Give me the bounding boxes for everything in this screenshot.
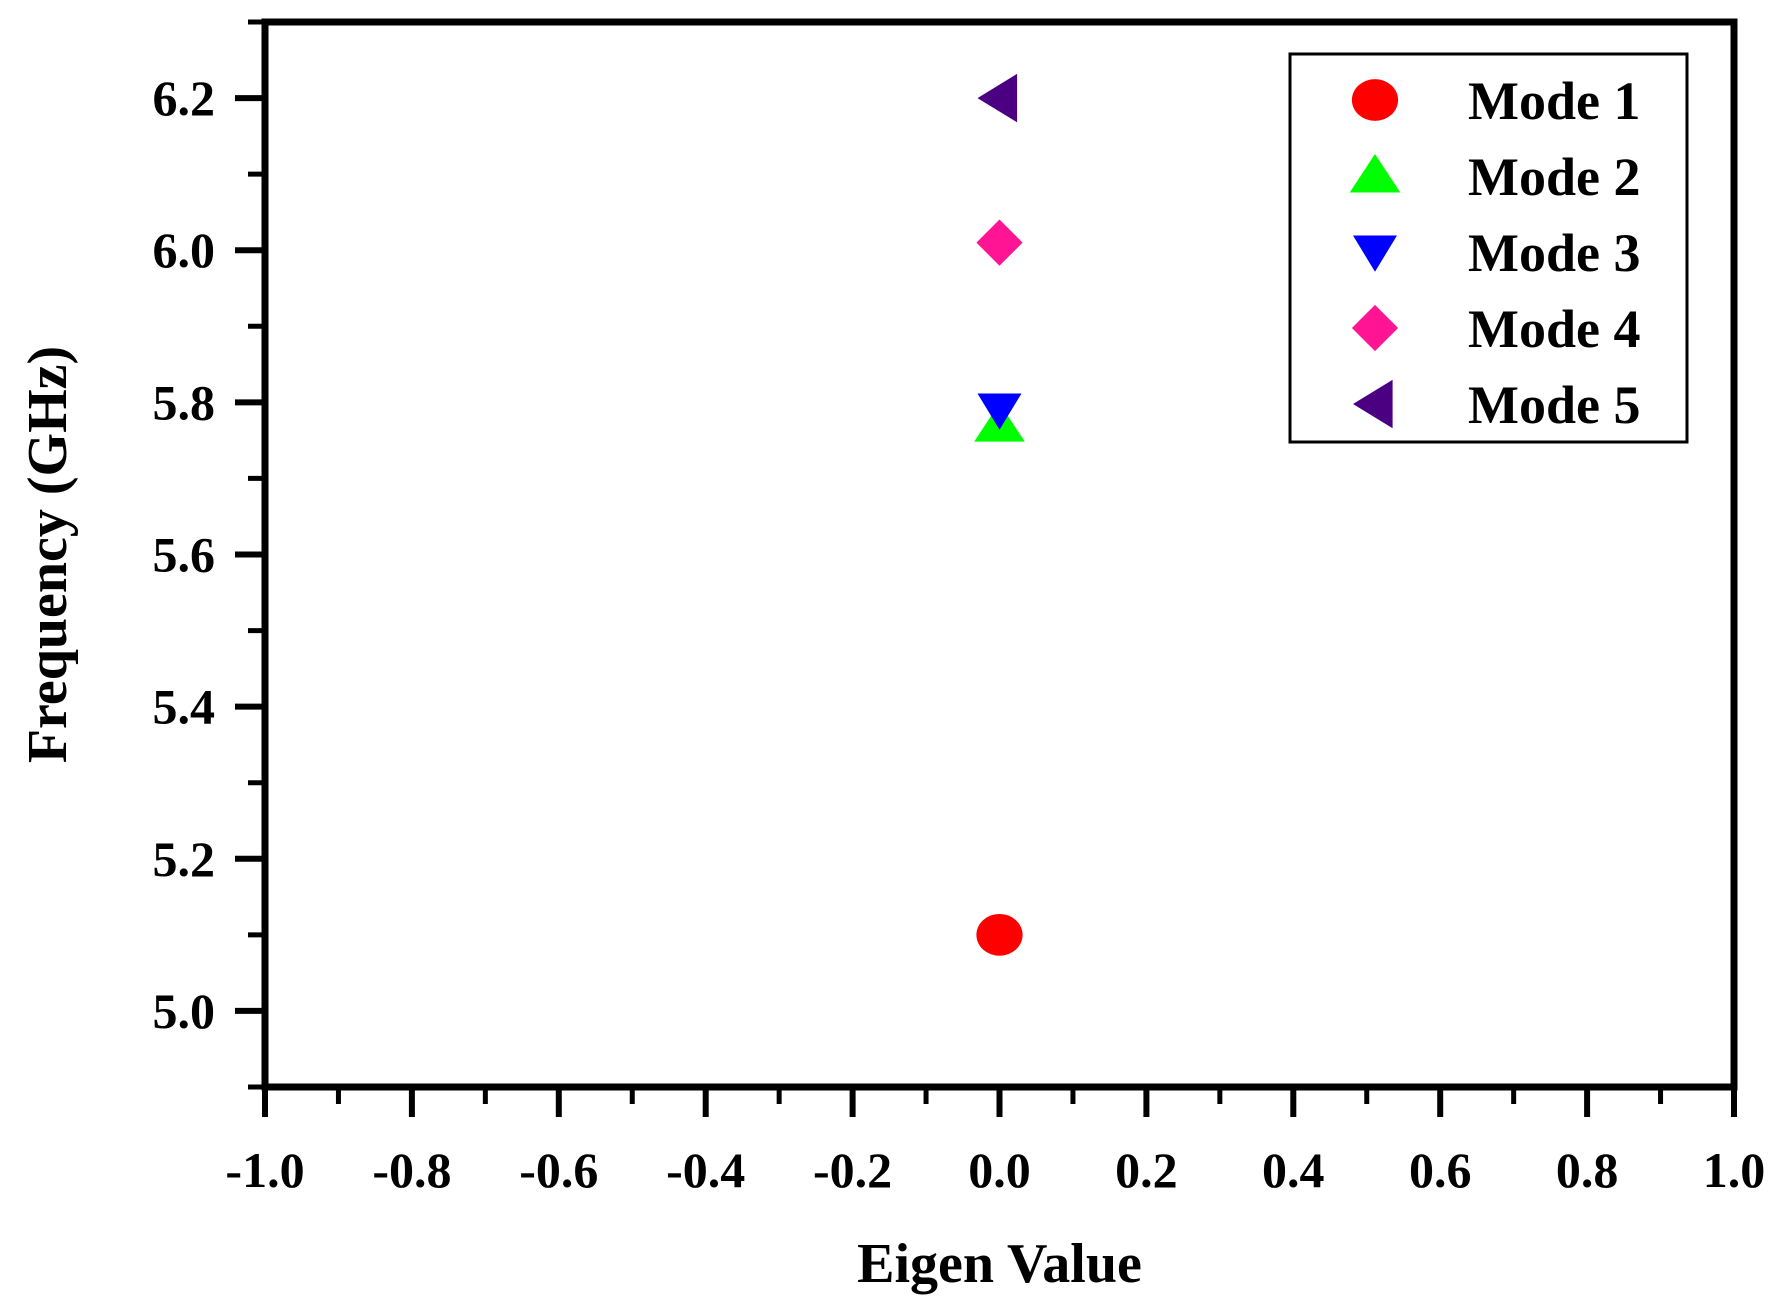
legend-label-mode-4: Mode 4 <box>1468 299 1640 359</box>
y-tick-label: 5.6 <box>153 527 216 583</box>
mode-3-point <box>977 393 1022 430</box>
legend-marker-mode-5 <box>1353 379 1393 429</box>
y-axis-ticks: 5.0 5.2 5.4 5.6 5.8 6.0 6.2 <box>153 19 265 1090</box>
legend-label-mode-5: Mode 5 <box>1468 375 1640 435</box>
y-axis-title: Frequency (GHz) <box>17 346 79 763</box>
y-tick-label: 6.0 <box>153 222 216 278</box>
data-points <box>974 73 1025 956</box>
y-tick-label: 5.0 <box>153 983 216 1039</box>
x-tick-label: 0.2 <box>1115 1142 1178 1198</box>
y-tick-label: 5.4 <box>153 679 216 735</box>
x-tick-label: -0.8 <box>372 1142 451 1198</box>
x-tick-label: 0.8 <box>1556 1142 1619 1198</box>
legend-marker-mode-4 <box>1351 304 1399 352</box>
x-tick-label: 0.6 <box>1409 1142 1472 1198</box>
legend-label-mode-1: Mode 1 <box>1468 71 1640 131</box>
legend-marker-mode-3 <box>1353 235 1397 272</box>
y-tick-label: 5.8 <box>153 374 216 430</box>
y-tick-label: 5.2 <box>153 831 216 887</box>
mode-5-point <box>977 73 1018 123</box>
legend: Mode 1 Mode 2 Mode 3 Mode 4 Mode 5 <box>1288 52 1689 444</box>
x-tick-label: 0.4 <box>1262 1142 1325 1198</box>
x-tick-label: -0.2 <box>813 1142 892 1198</box>
x-tick-label: 1.0 <box>1703 1142 1766 1198</box>
x-axis-title: Eigen Value <box>857 1233 1142 1295</box>
mode-1-point <box>976 913 1023 956</box>
x-tick-label: -0.6 <box>519 1142 598 1198</box>
x-tick-label: 0.0 <box>968 1142 1031 1198</box>
y-tick-label: 6.2 <box>153 70 216 126</box>
legend-label-mode-3: Mode 3 <box>1468 223 1640 283</box>
mode-4-point <box>976 219 1023 266</box>
x-tick-label: -0.4 <box>666 1142 745 1198</box>
legend-marker-mode-1 <box>1351 79 1399 121</box>
legend-box <box>1288 52 1689 444</box>
x-tick-label: -1.0 <box>225 1142 304 1198</box>
legend-marker-mode-2 <box>1349 154 1401 193</box>
x-axis-ticks: -1.0 -0.8 -0.6 -0.4 -0.2 0.0 0.2 0.4 0.6 0.8 1.0 <box>225 1087 1765 1198</box>
legend-label-mode-2: Mode 2 <box>1468 147 1640 207</box>
